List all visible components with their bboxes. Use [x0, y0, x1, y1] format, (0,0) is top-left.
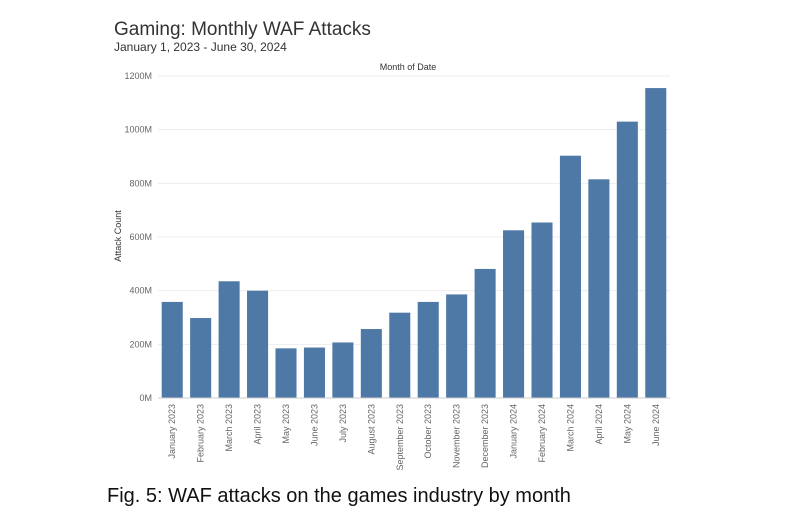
bar	[531, 222, 553, 398]
bar	[645, 88, 667, 398]
bar	[303, 347, 325, 398]
y-tick-label: 200M	[129, 339, 152, 349]
bar	[161, 301, 183, 398]
bar	[503, 230, 525, 398]
y-tick-label: 1200M	[124, 71, 152, 81]
bar-chart: Month of Date Attack Count 0M 200M 400M 600…	[113, 62, 670, 471]
y-tick-label: 600M	[129, 232, 152, 242]
bar	[588, 179, 610, 398]
bar	[247, 290, 269, 398]
x-axis-ticks: January 2023 February 2023 March 2023 April…	[167, 404, 661, 471]
x-tick-label: August 2023	[366, 404, 376, 455]
x-tick-label: March 2023	[224, 404, 234, 452]
x-tick-label: June 2024	[651, 404, 661, 446]
x-tick-label: May 2024	[622, 404, 632, 444]
x-tick-label: February 2023	[196, 404, 206, 463]
x-tick-label: April 2024	[594, 404, 604, 445]
y-tick-label: 800M	[129, 178, 152, 188]
x-tick-label: June 2023	[309, 404, 319, 446]
bar	[616, 121, 638, 398]
y-tick-label: 0M	[139, 393, 152, 403]
x-tick-label: May 2023	[281, 404, 291, 444]
x-tick-label: January 2024	[509, 404, 519, 459]
x-tick-label: March 2024	[565, 404, 575, 452]
y-tick-label: 1000M	[124, 125, 152, 135]
y-axis-label: Attack Count	[113, 210, 123, 262]
bar	[360, 329, 382, 398]
x-tick-label: December 2023	[480, 404, 490, 468]
bar	[559, 155, 581, 398]
x-tick-label: November 2023	[452, 404, 462, 468]
y-axis-ticks: 0M 200M 400M 600M 800M 1000M 1200M	[124, 71, 152, 403]
bar	[446, 294, 468, 398]
bar	[389, 312, 411, 398]
y-tick-label: 400M	[129, 286, 152, 296]
bar	[417, 301, 439, 398]
chart-subtitle: January 1, 2023 - June 30, 2024	[114, 40, 287, 54]
x-tick-label: January 2023	[167, 404, 177, 459]
bar	[332, 342, 354, 398]
x-tick-label: April 2023	[253, 404, 263, 445]
chart-title: Gaming: Monthly WAF Attacks	[114, 19, 371, 40]
x-tick-label: July 2023	[338, 404, 348, 443]
bar	[275, 348, 297, 398]
column-header: Month of Date	[380, 62, 437, 72]
x-tick-label: February 2024	[537, 404, 547, 463]
figure-caption: Fig. 5: WAF attacks on the games industr…	[107, 485, 571, 507]
bars	[161, 88, 667, 398]
x-tick-label: September 2023	[395, 404, 405, 471]
bar	[218, 281, 240, 398]
x-tick-label: October 2023	[423, 404, 433, 459]
bar	[474, 268, 496, 398]
bar	[190, 318, 212, 398]
